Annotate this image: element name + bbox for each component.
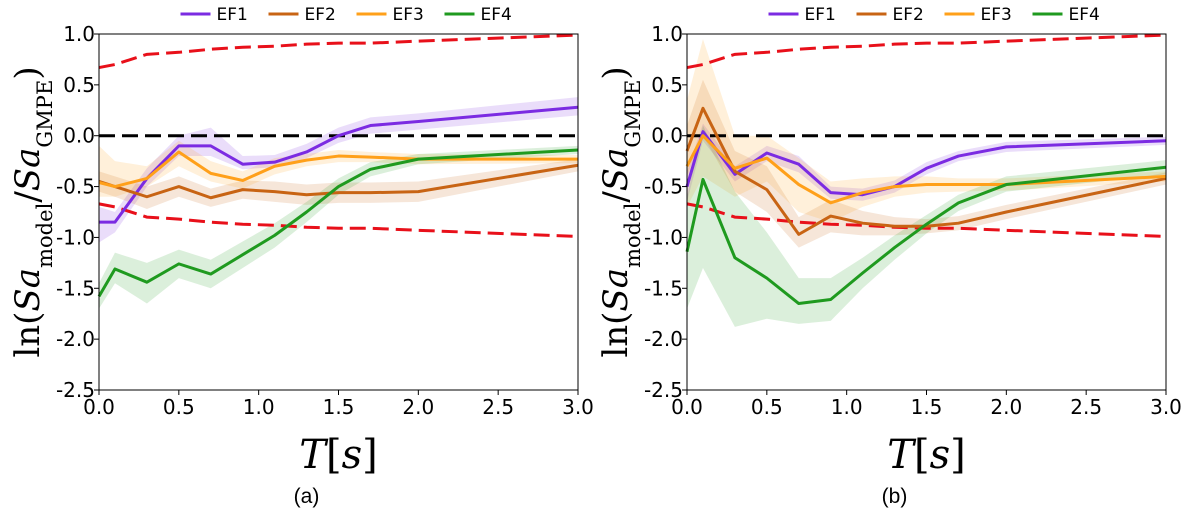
y-tick-label: 1.0 (651, 22, 683, 46)
series-line (685, 130, 1167, 197)
legend-label: EF3 (981, 5, 1012, 25)
y-tick-label: -2.0 (644, 327, 683, 351)
y-tick-label: -1.5 (644, 276, 683, 300)
label-part: [ (914, 432, 930, 478)
x-tick-label: 3.0 (562, 395, 594, 419)
y-tick-label: 0.0 (651, 124, 683, 148)
legend-label: EF3 (393, 5, 424, 25)
series-line (685, 134, 1167, 205)
label-part: ] (950, 432, 966, 478)
x-tick-label: 1.5 (323, 395, 355, 419)
label-part: / (596, 191, 636, 203)
plot-frame (98, 33, 579, 391)
label-part: Sa (596, 148, 636, 192)
series-line (99, 105, 579, 224)
x-tick-label: 2.0 (402, 395, 434, 419)
y-axis-label: ln(Samodel/SaGMPE) (596, 66, 645, 357)
legend-label: EF2 (305, 5, 336, 25)
legend-label: EF4 (1069, 5, 1100, 25)
y-tick-label: -0.5 (644, 175, 683, 199)
label-part: s (342, 432, 363, 478)
uncertainty-band (99, 140, 578, 197)
x-tick-label: 0.5 (751, 395, 783, 419)
x-tick-label: 2.5 (1070, 395, 1102, 419)
label-part: ln( (596, 312, 636, 358)
label-part: s (930, 432, 951, 478)
y-tick-label: -0.5 (56, 175, 95, 199)
reference-line (98, 202, 579, 238)
caption: (a) (294, 485, 320, 508)
y-tick-label: -2.5 (56, 378, 95, 402)
legend-label: EF1 (805, 5, 836, 25)
y-tick-label: 1.0 (63, 22, 95, 46)
label-part: T (887, 432, 917, 478)
label-part: T (299, 432, 329, 478)
reference-line (98, 33, 579, 70)
label-part: Sa (8, 268, 48, 312)
x-tick-label: 0.0 (671, 395, 703, 419)
x-tick-label: 0.5 (163, 395, 195, 419)
y-tick-label: 0.5 (63, 73, 95, 97)
series-line (97, 148, 579, 298)
label-part: / (8, 191, 48, 203)
y-tick-label: -1.0 (644, 225, 683, 249)
reference-line (686, 202, 1167, 238)
x-tick-label: 3.0 (1150, 395, 1182, 419)
uncertainty-band (687, 79, 1166, 248)
reference-line (686, 33, 1167, 70)
label-part: ] (362, 432, 378, 478)
x-tick-label: 2.0 (990, 395, 1022, 419)
x-tick-label: 1.0 (243, 395, 275, 419)
x-axis-label: T[s] (299, 432, 377, 478)
legend-label: EF4 (481, 5, 512, 25)
x-tick-label: 1.5 (911, 395, 943, 419)
label-part: model (32, 202, 57, 268)
label-part: Sa (8, 148, 48, 192)
label-part: ln( (8, 312, 48, 358)
legend-label: EF2 (893, 5, 924, 25)
x-tick-label: 2.5 (482, 395, 514, 419)
label-part: [ (326, 432, 342, 478)
panel: -2.5 -2.0 -1.5 -1.0 -0.5 0.0 0.5 1.0 0.0 0.5 1.0 1.… (596, 5, 1182, 508)
y-tick-label: -1.5 (56, 276, 95, 300)
y-tick-label: 0.0 (63, 124, 95, 148)
panel: -2.5 -2.0 -1.5 -1.0 -0.5 0.0 0.5 1.0 0.0 0.5 1.0 1.… (8, 5, 594, 508)
x-tick-label: 1.0 (831, 395, 863, 419)
series-line (98, 163, 579, 200)
y-tick-label: -1.0 (56, 225, 95, 249)
plot-frame (686, 33, 1167, 391)
label-part: ) (8, 66, 48, 79)
y-tick-label: -2.0 (56, 327, 95, 351)
x-tick-label: 0.0 (83, 395, 115, 419)
y-tick-label: -2.5 (644, 378, 683, 402)
y-tick-label: 0.5 (651, 73, 683, 97)
label-part: ) (596, 66, 636, 79)
label-part: GMPE (32, 80, 57, 148)
legend-label: EF1 (217, 5, 248, 25)
caption: (b) (882, 485, 908, 508)
series-line (98, 150, 578, 189)
series-line (685, 165, 1167, 306)
label-part: model (620, 202, 645, 268)
label-part: Sa (596, 268, 636, 312)
y-axis-label: ln(Samodel/SaGMPE) (8, 66, 57, 357)
label-part: GMPE (620, 80, 645, 148)
uncertainty-band (687, 123, 1166, 202)
x-axis-label: T[s] (887, 432, 965, 478)
uncertainty-band (687, 39, 1166, 223)
